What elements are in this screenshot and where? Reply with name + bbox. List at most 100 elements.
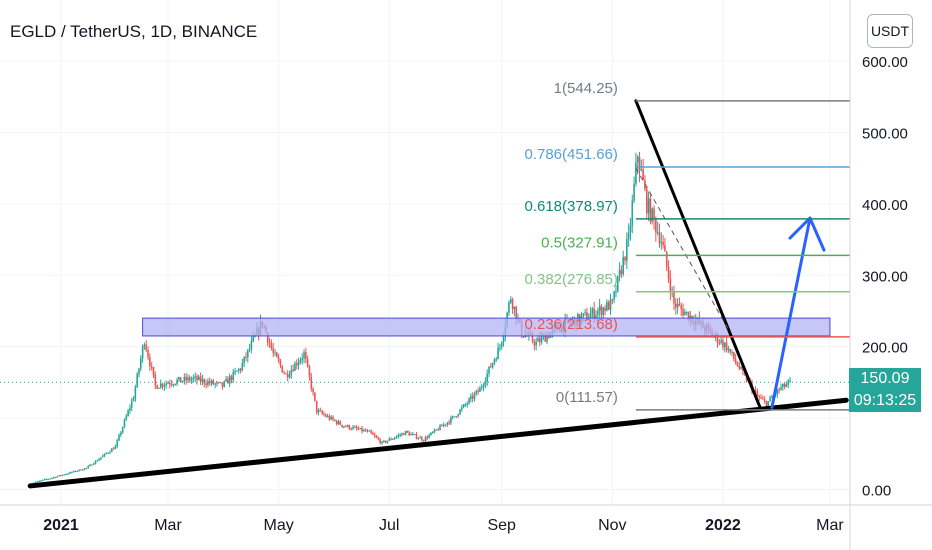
candle-body <box>444 424 447 426</box>
candle-body <box>60 475 62 477</box>
candle-body <box>323 413 325 415</box>
candle-body <box>176 379 178 384</box>
candle-body <box>286 374 289 378</box>
candle-body <box>107 452 109 454</box>
candle-body <box>676 304 679 308</box>
fibonacci-retracement: 1(544.25) 0.786(451.66) 0.618(378.97) 0.5(3… <box>524 80 850 411</box>
candle-body <box>199 376 202 382</box>
candle-body <box>245 356 247 358</box>
candle-body <box>460 407 463 410</box>
candle-body <box>192 377 195 380</box>
candle-body <box>237 368 240 371</box>
candle-body <box>105 453 108 455</box>
candle-body <box>723 342 726 348</box>
candle-body <box>285 373 287 375</box>
candle-body <box>306 359 309 367</box>
candle-body <box>357 428 360 430</box>
candle-body <box>780 387 782 390</box>
candle-body <box>738 366 741 369</box>
candle-body <box>100 457 102 459</box>
candle-body <box>660 241 663 244</box>
candle-body <box>393 437 396 439</box>
candle-body <box>212 380 215 385</box>
candle-body <box>152 367 155 375</box>
candle-body <box>210 380 213 384</box>
candle-body <box>196 376 198 381</box>
candle-body <box>315 400 318 413</box>
candle-body <box>277 357 280 361</box>
candle-body <box>546 335 548 342</box>
candle-body <box>401 433 403 435</box>
candle-body <box>598 306 601 311</box>
candle-body <box>205 383 207 385</box>
candle-body <box>290 369 293 375</box>
candle-body <box>297 362 300 366</box>
candle-body <box>134 387 137 399</box>
candle-body <box>435 429 438 431</box>
y-tick-label: 0.00 <box>862 483 891 500</box>
candle-body <box>437 429 440 431</box>
candle-body <box>96 460 99 462</box>
candle-body <box>776 389 779 395</box>
candle-body <box>355 426 358 429</box>
candle-body <box>343 426 345 428</box>
candle-body <box>121 427 124 433</box>
candle-body <box>633 183 635 201</box>
candle-body <box>522 336 525 338</box>
candle-body <box>734 358 737 363</box>
candle-body <box>442 424 445 427</box>
candle-body <box>156 385 158 389</box>
candle-body <box>626 239 628 261</box>
candle-body <box>462 404 465 408</box>
y-tick-label: 400.00 <box>862 197 908 214</box>
candle-body <box>421 437 423 441</box>
candle-body <box>123 419 126 428</box>
candle-body <box>417 438 420 440</box>
candle-body <box>451 416 454 418</box>
candle-body <box>161 383 164 387</box>
candle-body <box>629 225 632 233</box>
candle-body <box>163 385 166 387</box>
candle-body <box>120 432 122 435</box>
trendline <box>27 397 849 489</box>
candle-body <box>34 482 37 484</box>
candle-body <box>207 381 209 385</box>
x-tick-label: Mar <box>816 517 844 534</box>
candle-body <box>595 314 597 319</box>
candle-body <box>720 340 722 343</box>
candle-body <box>370 430 372 433</box>
candle-body <box>430 432 432 436</box>
candle-body <box>314 392 316 401</box>
candle-body <box>81 469 84 471</box>
candle-body <box>415 434 418 439</box>
x-tick-label: 2022 <box>705 517 741 534</box>
candle-body <box>299 359 302 363</box>
candle-body <box>368 430 371 432</box>
candle-body <box>765 401 768 407</box>
currency-unit-button[interactable]: USDT <box>867 14 913 48</box>
candle-body <box>422 440 425 442</box>
candle-body <box>584 312 586 314</box>
candle-body <box>334 419 336 421</box>
candle-body <box>250 341 253 349</box>
fib-level-label: 0.618(378.97) <box>524 198 617 215</box>
candle-body <box>622 257 625 275</box>
candle-body <box>533 341 536 346</box>
candle-body <box>98 458 100 461</box>
candle-body <box>241 363 244 371</box>
candle-body <box>230 376 233 380</box>
candle-body <box>484 381 487 386</box>
candle-body <box>353 426 356 428</box>
candle-body <box>179 377 182 383</box>
candle-body <box>103 453 106 456</box>
candle-body <box>616 275 619 292</box>
candle-body <box>762 398 764 400</box>
candle-body <box>279 360 282 366</box>
candle-body <box>473 393 476 399</box>
candle-body <box>89 464 91 467</box>
candle-body <box>470 396 472 399</box>
candle-body <box>72 471 75 473</box>
candle-body <box>344 426 347 428</box>
candle-body <box>680 305 683 310</box>
